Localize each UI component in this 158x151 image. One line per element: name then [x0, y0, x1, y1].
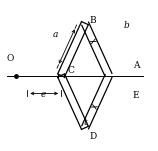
- Text: A: A: [133, 61, 139, 70]
- Text: C: C: [67, 66, 74, 75]
- Text: e: e: [40, 90, 46, 99]
- Text: B: B: [90, 16, 97, 25]
- Text: O: O: [6, 54, 14, 63]
- Text: a: a: [52, 30, 58, 39]
- Text: t: t: [84, 118, 88, 127]
- Text: b: b: [124, 21, 130, 30]
- Text: D: D: [90, 132, 97, 141]
- Text: E: E: [133, 91, 139, 100]
